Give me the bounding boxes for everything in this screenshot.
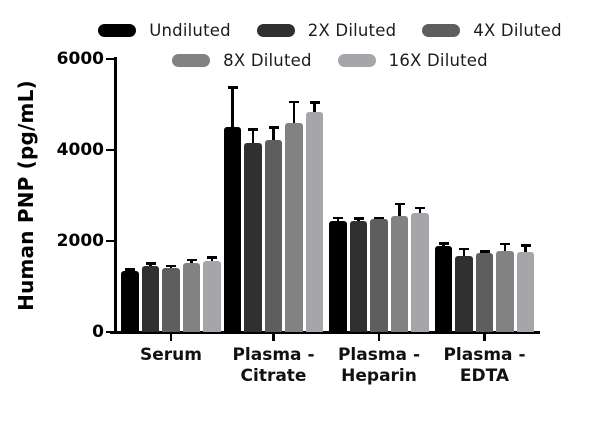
error-bar-line xyxy=(503,244,507,251)
y-axis-line xyxy=(113,57,117,333)
x-axis-tick xyxy=(272,333,275,341)
error-bar-cap xyxy=(186,258,197,262)
legend-label: 4X Diluted xyxy=(473,21,562,40)
y-tick-label: 2000 xyxy=(56,230,104,251)
bar-4x-diluted xyxy=(475,253,494,332)
error-bar-cap xyxy=(479,250,490,253)
error-bar-line xyxy=(313,102,316,112)
error-bar-cap xyxy=(333,216,343,220)
category-label: Plasma - Heparin xyxy=(337,345,421,386)
legend-swatch-icon xyxy=(422,24,461,37)
error-bar-line xyxy=(251,129,255,143)
bar-4x-diluted xyxy=(370,219,388,332)
x-axis-line xyxy=(110,330,540,334)
error-bar-line xyxy=(210,257,214,261)
legend-label: 8X Diluted xyxy=(223,51,312,70)
y-axis-tick xyxy=(105,57,114,61)
y-tick-label: 4000 xyxy=(56,139,104,160)
bar-undiluted xyxy=(121,271,139,332)
bar-2x-diluted xyxy=(141,265,160,332)
bar-2x-diluted xyxy=(455,256,473,332)
error-bar-cap xyxy=(125,268,135,271)
error-bar-cap xyxy=(289,100,299,104)
bar-2x-diluted xyxy=(244,142,262,332)
bar-8x-diluted xyxy=(285,122,303,332)
error-bar-cap xyxy=(353,217,364,220)
error-bar-line xyxy=(524,245,527,252)
bar-2x-diluted xyxy=(349,220,368,332)
y-tick-label: 0 xyxy=(92,321,104,342)
x-axis-tick xyxy=(483,333,486,341)
error-bar-cap xyxy=(268,126,279,129)
legend-label: 16X Diluted xyxy=(388,51,488,70)
legend-swatch-icon xyxy=(98,24,137,37)
legend-swatch-icon xyxy=(337,54,376,67)
bar-undiluted xyxy=(434,246,453,332)
error-bar-cap xyxy=(248,128,258,131)
bar-8x-diluted xyxy=(496,251,514,332)
legend-item: 16X Diluted xyxy=(337,51,488,70)
error-bar-cap xyxy=(166,264,176,268)
bar-undiluted xyxy=(223,127,242,332)
error-bar-cap xyxy=(309,101,320,104)
error-bar-line xyxy=(418,207,422,213)
y-axis-tick xyxy=(105,148,114,152)
error-bar-line xyxy=(272,127,275,141)
legend-item: 8X Diluted xyxy=(172,51,311,70)
legend-item: 4X Diluted xyxy=(422,21,562,40)
legend-row: 8X Diluted 16X Diluted xyxy=(172,51,488,70)
error-bar-cap xyxy=(459,247,469,251)
error-bar-cap xyxy=(207,256,217,259)
bar-8x-diluted xyxy=(390,215,409,332)
error-bar-cap xyxy=(374,216,384,220)
bar-16x-diluted xyxy=(203,260,221,332)
bar-4x-diluted xyxy=(264,140,283,332)
bar-4x-diluted xyxy=(162,267,180,332)
error-bar-cap xyxy=(520,244,531,247)
error-bar-line xyxy=(231,87,234,128)
error-bar-line xyxy=(462,249,466,256)
category-label: Plasma - Citrate xyxy=(232,345,315,386)
error-bar-cap xyxy=(394,202,405,206)
bar-undiluted xyxy=(329,220,347,332)
error-bar-line xyxy=(336,217,340,221)
y-axis-tick xyxy=(105,330,114,334)
legend-swatch-icon xyxy=(172,54,211,67)
chart-legend: Undiluted 2X Diluted 4X Diluted 8X Diluted 1… xyxy=(55,21,600,70)
y-axis-tick xyxy=(105,239,114,243)
x-axis-tick xyxy=(169,333,173,341)
bar-16x-diluted xyxy=(516,251,535,332)
x-axis-tick xyxy=(377,333,381,341)
y-axis-title: Human PNP (pg/mL) xyxy=(14,80,38,311)
legend-label: Undiluted xyxy=(149,21,231,40)
error-bar-line xyxy=(190,260,193,263)
error-bar-cap xyxy=(145,262,156,265)
error-bar-line xyxy=(398,204,401,216)
bar-8x-diluted xyxy=(182,262,201,332)
category-label: Serum xyxy=(140,345,202,365)
error-bar-line xyxy=(292,101,296,123)
y-tick-label: 6000 xyxy=(56,48,104,69)
legend-label: 2X Diluted xyxy=(307,21,397,40)
category-label: Plasma - EDTA xyxy=(443,345,526,386)
error-bar-cap xyxy=(227,86,238,89)
error-bar-cap xyxy=(438,242,449,245)
bar-16x-diluted xyxy=(305,111,324,332)
error-bar-cap xyxy=(500,242,510,246)
legend-item: Undiluted xyxy=(98,21,231,40)
legend-row: Undiluted 2X Diluted 4X Diluted xyxy=(98,21,562,40)
error-bar-cap xyxy=(415,206,425,210)
legend-item: 2X Diluted xyxy=(256,21,397,40)
legend-swatch-icon xyxy=(256,24,295,37)
bar-16x-diluted xyxy=(411,212,429,332)
